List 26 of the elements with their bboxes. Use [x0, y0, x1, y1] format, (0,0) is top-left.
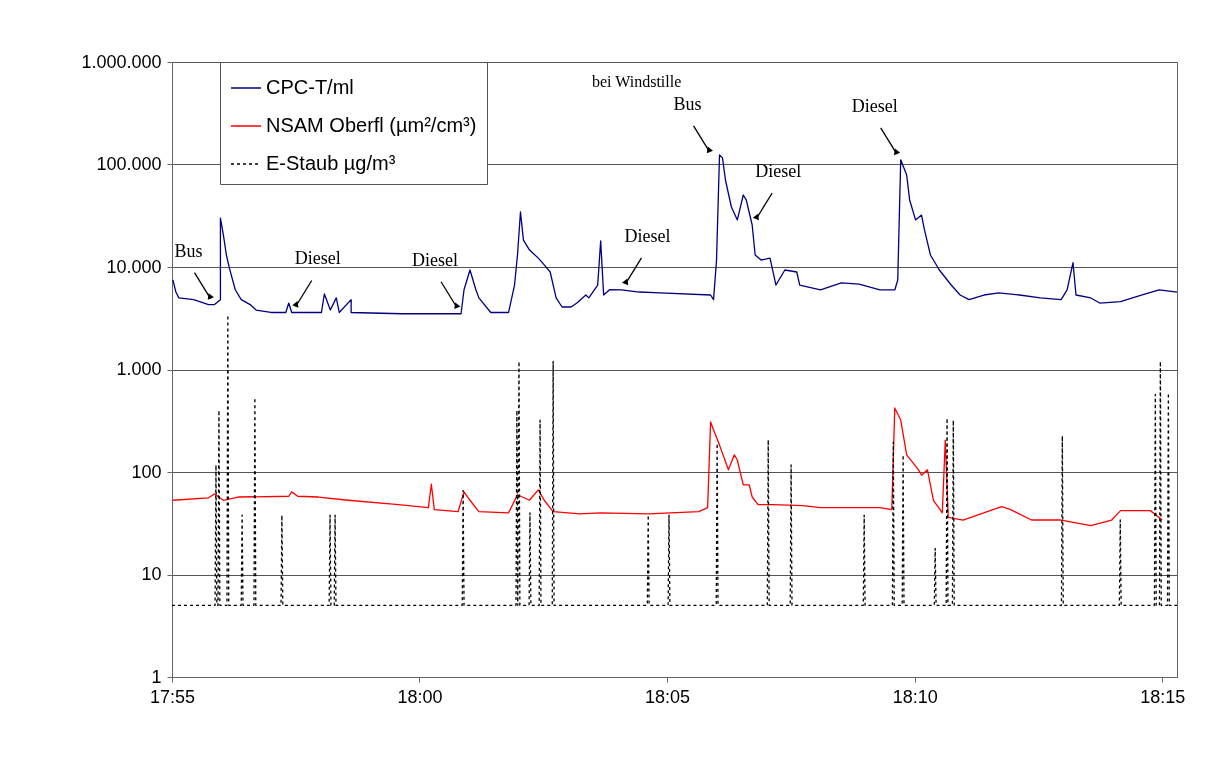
y-tick-label: 1.000.000 [81, 51, 162, 72]
x-tick-label: 18:15 [1140, 686, 1186, 707]
y-tick-label: 1 [151, 666, 162, 687]
annotation: Bus [174, 240, 203, 261]
line-series [172, 154, 1178, 315]
y-tick-label: 1.000 [116, 359, 162, 379]
annotation: Bus [673, 93, 702, 114]
annotation: Diesel [851, 95, 898, 116]
annotation: Diesel [294, 248, 341, 269]
x-tick-label: 18:00 [397, 686, 443, 707]
y-tick-label: 10.000 [106, 256, 162, 277]
annotation: bei Windstille [592, 73, 682, 90]
x-tick-label: 18:05 [644, 686, 690, 707]
line-series [171, 314, 1178, 607]
annotation: Diesel [624, 225, 671, 246]
y-tick-label: 100.000 [96, 154, 162, 174]
x-tick-label: 18:10 [892, 686, 938, 707]
x-tick-label: 17:55 [149, 686, 196, 707]
line-series [172, 407, 1163, 527]
y-tick-label: 10 [141, 564, 162, 584]
legend-label: NSAM Oberfl (µm²/cm³) [266, 114, 477, 136]
annotation: Diesel [412, 249, 459, 270]
y-tick-label: 100 [131, 461, 162, 482]
legend-label: E-Staub µg/m³ [266, 152, 396, 174]
annotation: Diesel [755, 160, 802, 181]
legend-label: CPC-T/ml [266, 76, 354, 98]
